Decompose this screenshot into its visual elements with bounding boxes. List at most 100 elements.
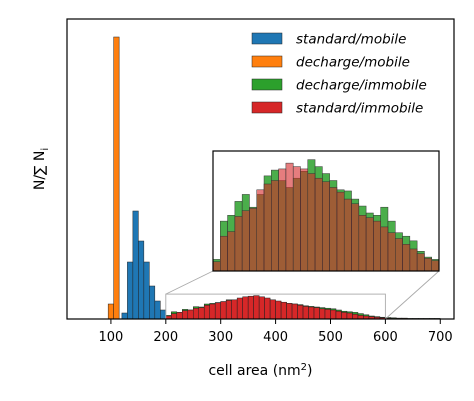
main-axes-frame bbox=[66, 18, 455, 320]
legend-label-standard-immobile: standard/immobile bbox=[296, 101, 423, 117]
bar-standard-immobile-34 bbox=[346, 312, 353, 320]
bar-standard-immobile-32 bbox=[335, 310, 342, 320]
inset-bar-standard-immobile-29 bbox=[424, 257, 432, 272]
inset-frame bbox=[212, 150, 440, 272]
y-label-subscript: i bbox=[40, 148, 51, 151]
x-tick-label-600: 600 bbox=[373, 330, 398, 345]
zoom-connector-left bbox=[165, 270, 214, 295]
inset-bar-standard-immobile-1 bbox=[220, 235, 228, 272]
bar-standard-immobile-28 bbox=[313, 307, 320, 320]
bar-standard-immobile-33 bbox=[341, 312, 348, 320]
inset-bar-standard-immobile-23 bbox=[380, 226, 389, 272]
inset-bar-standard-immobile-24 bbox=[387, 232, 396, 272]
legend-label-standard-mobile: standard/mobile bbox=[296, 32, 406, 48]
inset-bar-standard-immobile-30 bbox=[431, 260, 440, 272]
bar-standard-immobile-7 bbox=[198, 307, 205, 320]
inset-bar-standard-immobile-7 bbox=[263, 183, 272, 272]
inset-bar-standard-immobile-14 bbox=[314, 177, 323, 272]
bar-standard-immobile-15 bbox=[242, 296, 249, 320]
inset-bar-standard-immobile-25 bbox=[395, 238, 403, 272]
bar-standard-immobile-3 bbox=[176, 312, 183, 320]
inset-bar-standard-immobile-19 bbox=[351, 203, 360, 272]
bar-standard-mobile-5 bbox=[149, 285, 156, 320]
y-axis-label: N/∑ Ni bbox=[32, 148, 51, 190]
bar-standard-mobile-7 bbox=[160, 309, 167, 320]
inset-plot bbox=[212, 150, 440, 272]
x-axis-ticks: 100 200 300 400 500 600 700 bbox=[99, 319, 453, 345]
inset-bar-standard-immobile-13 bbox=[307, 173, 316, 272]
inset-bar-standard-immobile-6 bbox=[256, 189, 265, 272]
x-tick-label-300: 300 bbox=[208, 330, 233, 345]
bar-standard-immobile-2 bbox=[171, 313, 178, 320]
bar-standard-immobile-26 bbox=[302, 306, 309, 320]
legend-swatch-decharge-immobile bbox=[251, 78, 283, 91]
bar-standard-mobile-6 bbox=[154, 300, 161, 320]
inset-bar-standard-immobile-5 bbox=[249, 208, 257, 272]
inset-bar-standard-immobile-28 bbox=[416, 253, 425, 272]
inset-bar-standard-immobile-15 bbox=[322, 181, 330, 272]
bar-standard-immobile-24 bbox=[291, 303, 298, 320]
legend-label-decharge-mobile: decharge/mobile bbox=[296, 55, 410, 71]
inset-bar-standard-immobile-22 bbox=[373, 220, 381, 272]
legend-swatch-standard-mobile bbox=[251, 32, 283, 45]
bar-standard-immobile-21 bbox=[275, 300, 282, 320]
x-tick-label-700: 700 bbox=[428, 330, 453, 345]
zoom-connector-right bbox=[385, 270, 440, 320]
bar-standard-immobile-8 bbox=[203, 304, 210, 320]
bar-standard-immobile-30 bbox=[324, 309, 331, 320]
inset-bar-standard-immobile-27 bbox=[409, 248, 418, 272]
bar-standard-immobile-12 bbox=[225, 300, 232, 320]
inset-bar-standard-immobile-9 bbox=[278, 168, 287, 272]
x-tick-label-200: 200 bbox=[153, 330, 178, 345]
bar-decharge-mobile-0 bbox=[107, 303, 114, 320]
inset-bar-standard-immobile-18 bbox=[343, 198, 352, 272]
bar-standard-immobile-6 bbox=[193, 307, 199, 320]
bar-standard-mobile-1 bbox=[127, 261, 134, 320]
inset-bar-standard-immobile-21 bbox=[365, 217, 374, 272]
inset-bar-standard-immobile-2 bbox=[227, 231, 236, 272]
bar-standard-immobile-31 bbox=[330, 309, 337, 320]
bar-standard-immobile-11 bbox=[220, 301, 227, 320]
inset-bar-standard-immobile-3 bbox=[234, 216, 243, 272]
bar-standard-immobile-9 bbox=[209, 303, 216, 320]
bar-standard-immobile-10 bbox=[214, 302, 221, 320]
inset-bar-standard-immobile-26 bbox=[402, 244, 411, 272]
x-tick-label-400: 400 bbox=[263, 330, 288, 345]
bar-standard-immobile-16 bbox=[247, 295, 254, 320]
bar-standard-immobile-5 bbox=[187, 309, 194, 320]
bar-standard-immobile-20 bbox=[269, 299, 276, 320]
inset-bar-standard-immobile-10 bbox=[285, 162, 294, 272]
inset-bar-standard-immobile-12 bbox=[300, 168, 309, 272]
inset-bar-standard-immobile-16 bbox=[329, 187, 338, 272]
main-bars bbox=[107, 36, 441, 320]
bar-standard-mobile-0 bbox=[121, 312, 128, 320]
bar-standard-immobile-13 bbox=[231, 299, 238, 320]
inset-bar-standard-immobile-8 bbox=[271, 180, 279, 272]
legend-swatch-decharge-mobile bbox=[251, 55, 283, 68]
bar-standard-mobile-4 bbox=[143, 261, 150, 320]
x-tick-label-500: 500 bbox=[318, 330, 343, 345]
svg-text:N/∑ Ni: N/∑ Ni bbox=[32, 148, 51, 190]
bar-standard-immobile-35 bbox=[352, 313, 359, 320]
bar-standard-mobile-3 bbox=[138, 240, 145, 320]
bar-standard-immobile-18 bbox=[258, 296, 265, 320]
legend-swatch-standard-immobile bbox=[251, 101, 283, 114]
inset-bar-standard-immobile-4 bbox=[241, 210, 250, 272]
bar-standard-immobile-4 bbox=[182, 310, 189, 320]
bar-standard-immobile-25 bbox=[297, 304, 304, 320]
inset-bar-standard-immobile-20 bbox=[358, 215, 367, 272]
x-tick-label-100: 100 bbox=[99, 330, 124, 345]
bar-standard-immobile-27 bbox=[308, 306, 315, 320]
legend-label-decharge-immobile: decharge/immobile bbox=[296, 78, 427, 94]
inset-bar-standard-immobile-17 bbox=[336, 191, 345, 272]
bar-decharge-mobile-1 bbox=[113, 36, 120, 320]
bar-standard-mobile-2 bbox=[132, 210, 139, 320]
legend: standard/mobile decharge/mobile decharge/i… bbox=[251, 32, 427, 117]
bar-standard-immobile-17 bbox=[253, 295, 260, 320]
bar-standard-immobile-19 bbox=[264, 297, 271, 320]
bar-standard-immobile-22 bbox=[280, 301, 287, 320]
inset-bar-standard-immobile-0 bbox=[212, 261, 221, 272]
bar-standard-immobile-23 bbox=[286, 303, 293, 320]
inset-bar-standard-immobile-11 bbox=[292, 166, 301, 272]
